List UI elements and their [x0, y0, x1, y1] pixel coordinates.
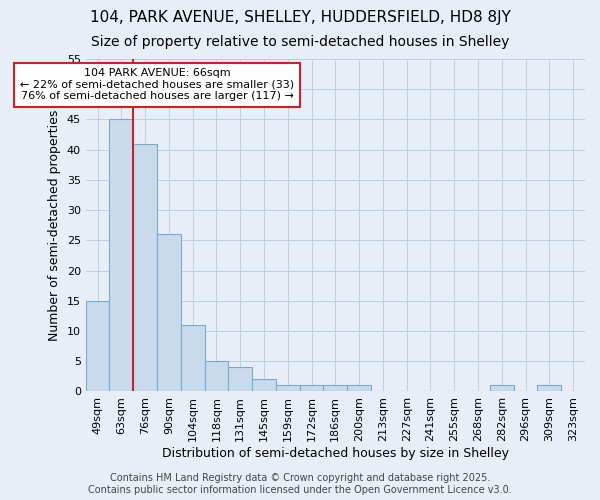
Bar	[252, 380, 276, 392]
Bar	[347, 386, 371, 392]
X-axis label: Distribution of semi-detached houses by size in Shelley: Distribution of semi-detached houses by …	[162, 447, 509, 460]
Bar	[205, 361, 229, 392]
Y-axis label: Number of semi-detached properties: Number of semi-detached properties	[48, 110, 61, 341]
Bar	[133, 144, 157, 392]
Bar	[157, 234, 181, 392]
Bar	[276, 386, 299, 392]
Bar	[538, 386, 561, 392]
Text: 104 PARK AVENUE: 66sqm
← 22% of semi-detached houses are smaller (33)
76% of sem: 104 PARK AVENUE: 66sqm ← 22% of semi-det…	[20, 68, 294, 102]
Bar	[229, 368, 252, 392]
Text: Size of property relative to semi-detached houses in Shelley: Size of property relative to semi-detach…	[91, 35, 509, 49]
Text: 104, PARK AVENUE, SHELLEY, HUDDERSFIELD, HD8 8JY: 104, PARK AVENUE, SHELLEY, HUDDERSFIELD,…	[89, 10, 511, 25]
Bar	[181, 325, 205, 392]
Bar	[299, 386, 323, 392]
Bar	[323, 386, 347, 392]
Text: Contains HM Land Registry data © Crown copyright and database right 2025.
Contai: Contains HM Land Registry data © Crown c…	[88, 474, 512, 495]
Bar	[490, 386, 514, 392]
Bar	[86, 301, 109, 392]
Bar	[109, 120, 133, 392]
